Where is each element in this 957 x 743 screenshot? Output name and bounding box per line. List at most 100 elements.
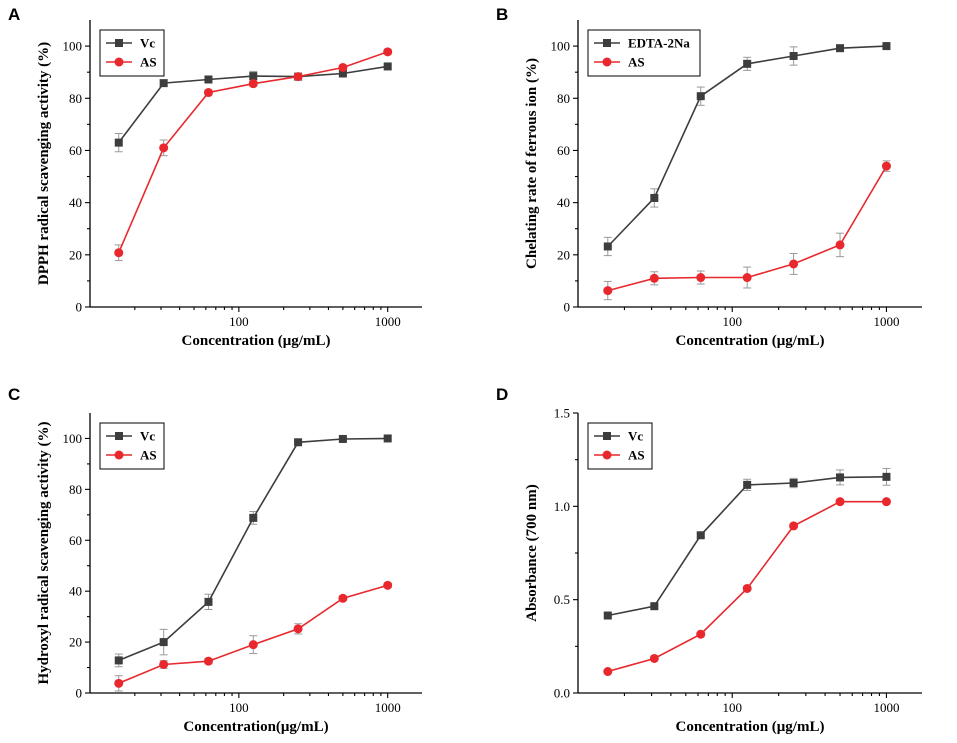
y-tick-label: 40 (69, 584, 82, 599)
data-point (293, 624, 303, 634)
legend-box (99, 29, 165, 77)
panel-a: 0 20 40 60 80 100 100 1000 Concentration (μg/mL)… (36, 20, 422, 349)
legend-label: AS (628, 448, 645, 463)
panel-letter-d: D (496, 385, 508, 404)
data-point (743, 59, 752, 68)
legend-marker (115, 39, 123, 47)
data-point (203, 656, 213, 666)
data-point (248, 640, 258, 650)
y-tick-label: 1.0 (554, 499, 570, 514)
y-tick-label: 60 (557, 143, 570, 158)
y-tick-label: 60 (69, 143, 82, 158)
series-as (114, 47, 393, 262)
legend-marker (602, 57, 612, 67)
y-tick-label: 1.5 (554, 406, 570, 421)
y-tick-label: 40 (557, 195, 570, 210)
data-point (249, 72, 258, 81)
series-vc (114, 434, 392, 668)
x-tick-label: 100 (722, 314, 742, 329)
data-point (383, 434, 392, 443)
y-tick-label: 0 (76, 686, 83, 701)
data-point (114, 656, 123, 665)
y-tick-label: 60 (69, 533, 82, 548)
data-point (204, 75, 213, 84)
legend-label: AS (140, 448, 157, 463)
data-point (248, 79, 258, 89)
data-point (159, 79, 168, 88)
legend-marker (114, 450, 124, 460)
x-tick-label: 100 (722, 700, 742, 715)
y-tick-label: 100 (551, 39, 571, 54)
legend: Vc AS (99, 422, 165, 470)
x-tick-label: 100 (229, 314, 249, 329)
legend-marker (114, 57, 124, 67)
data-point (882, 472, 891, 481)
panel-c: 0 20 40 60 80 100 100 1000 Concentration(μg/mL) H… (36, 413, 422, 735)
legend-label: Vc (140, 429, 155, 444)
x-tick-label: 1000 (873, 314, 899, 329)
x-axis-title: Concentration (μg/mL) (182, 333, 331, 349)
data-point (789, 52, 798, 61)
series-line (607, 476, 887, 617)
data-point (294, 438, 303, 447)
series-edta-2na (603, 42, 891, 257)
x-tick-label: 1000 (873, 700, 899, 715)
y-tick-label: 0.5 (554, 592, 570, 607)
data-point (743, 480, 752, 489)
legend: Vc AS (587, 422, 653, 470)
data-point (835, 497, 845, 507)
data-point (650, 193, 659, 202)
series-as (603, 497, 891, 677)
data-point (114, 248, 124, 258)
x-tick-label: 1000 (375, 314, 401, 329)
series-vc (603, 467, 891, 620)
legend-marker (603, 432, 611, 440)
data-point (881, 497, 891, 507)
series-as (114, 580, 393, 692)
legend: EDTA-2Na AS (587, 29, 701, 77)
data-point (789, 259, 799, 269)
legend-box (587, 422, 653, 470)
data-point (882, 42, 891, 51)
panel-b: 0 20 40 60 80 100 100 1000 Concentration (μg/mL)… (524, 20, 922, 349)
panel-letter-c: C (8, 385, 20, 404)
data-point (696, 273, 706, 283)
data-point (789, 479, 798, 487)
y-tick-label: 100 (63, 431, 83, 446)
legend-label: Vc (140, 36, 155, 51)
y-axis-title: Hydroxyl radical scavenging activity (%) (36, 421, 52, 684)
y-tick-label: 0 (76, 300, 83, 315)
x-axis-title: Concentration (μg/mL) (676, 719, 825, 735)
y-axis-title: Absorbance (700 nm) (524, 484, 540, 622)
y-tick-label: 80 (69, 91, 82, 106)
data-point (338, 62, 348, 72)
data-point (338, 69, 347, 78)
data-point (383, 580, 393, 590)
legend-label: AS (140, 55, 157, 70)
data-point (836, 473, 845, 482)
legend: Vc AS (99, 29, 165, 77)
data-point (649, 653, 659, 663)
y-tick-label: 0 (564, 300, 571, 315)
data-point (114, 138, 123, 147)
y-axis-title: DPPH radical scavenging activity (%) (36, 42, 52, 285)
data-point (742, 583, 752, 593)
x-axis-title: Concentration (μg/mL) (676, 333, 825, 349)
y-tick-label: 100 (63, 39, 83, 54)
x-tick-label: 1000 (375, 700, 401, 715)
y-tick-label: 0.0 (554, 686, 570, 701)
legend-marker (603, 39, 611, 47)
data-point (650, 602, 659, 611)
series-line (118, 437, 388, 662)
data-point (159, 638, 168, 647)
data-point (603, 286, 613, 296)
y-tick-label: 20 (69, 247, 82, 262)
data-point (649, 273, 659, 283)
x-tick-label: 100 (229, 700, 249, 715)
legend-label: AS (628, 55, 645, 70)
legend-marker (115, 432, 123, 440)
data-point (696, 629, 706, 639)
series-line (118, 584, 388, 685)
panel-d: 0.0 0.5 1.0 1.5 100 1000 Concentration (μg/mL)… (524, 406, 922, 735)
data-point (836, 44, 845, 53)
